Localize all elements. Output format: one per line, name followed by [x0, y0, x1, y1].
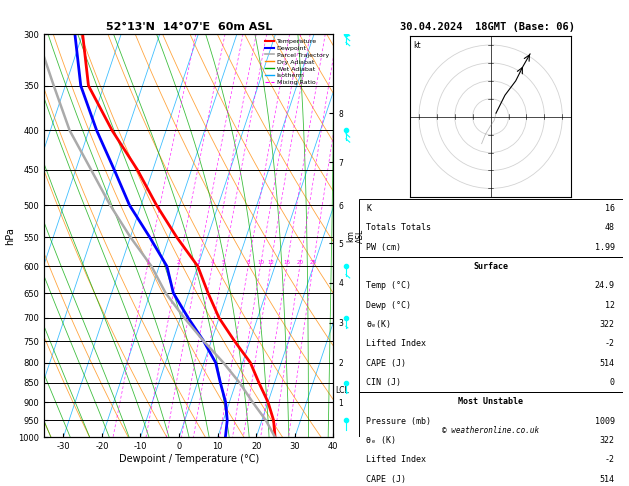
Text: 1009: 1009	[595, 417, 615, 426]
Text: 20: 20	[296, 260, 303, 265]
Text: Temp (°C): Temp (°C)	[367, 281, 411, 290]
Text: Lifted Index: Lifted Index	[367, 455, 426, 465]
Text: 12: 12	[605, 301, 615, 310]
Text: 48: 48	[605, 223, 615, 232]
Text: 12: 12	[267, 260, 274, 265]
Text: -2: -2	[605, 455, 615, 465]
Text: 3: 3	[196, 260, 200, 265]
Text: 0: 0	[610, 378, 615, 387]
Text: 16: 16	[605, 204, 615, 213]
Text: 1.99: 1.99	[595, 243, 615, 251]
Legend: Temperature, Dewpoint, Parcel Trajectory, Dry Adiabat, Wet Adiabat, Isotherm, Mi: Temperature, Dewpoint, Parcel Trajectory…	[264, 37, 330, 87]
Y-axis label: hPa: hPa	[6, 227, 15, 244]
Text: θₑ(K): θₑ(K)	[367, 320, 391, 329]
X-axis label: Dewpoint / Temperature (°C): Dewpoint / Temperature (°C)	[119, 454, 259, 464]
Text: 25: 25	[309, 260, 316, 265]
Bar	[359, 257, 623, 392]
Title: 52°13'N  14°07'E  60m ASL: 52°13'N 14°07'E 60m ASL	[106, 22, 272, 32]
Text: 5: 5	[222, 260, 225, 265]
Text: LCL: LCL	[335, 386, 349, 395]
Text: 322: 322	[600, 436, 615, 445]
Text: © weatheronline.co.uk: © weatheronline.co.uk	[442, 426, 539, 435]
Text: PW (cm): PW (cm)	[367, 243, 401, 251]
Text: 16: 16	[284, 260, 291, 265]
Text: 8: 8	[247, 260, 250, 265]
Text: Dewp (°C): Dewp (°C)	[367, 301, 411, 310]
Text: 30.04.2024  18GMT (Base: 06): 30.04.2024 18GMT (Base: 06)	[400, 22, 575, 32]
Text: Most Unstable: Most Unstable	[458, 398, 523, 406]
Text: 24.9: 24.9	[595, 281, 615, 290]
Text: -2: -2	[605, 339, 615, 348]
Text: 322: 322	[600, 320, 615, 329]
Text: Pressure (mb): Pressure (mb)	[367, 417, 431, 426]
Text: K: K	[367, 204, 372, 213]
Text: Lifted Index: Lifted Index	[367, 339, 426, 348]
Text: CAPE (J): CAPE (J)	[367, 475, 406, 484]
Text: CAPE (J): CAPE (J)	[367, 359, 406, 368]
Bar	[359, 392, 623, 486]
Text: 4: 4	[211, 260, 214, 265]
Text: CIN (J): CIN (J)	[367, 378, 401, 387]
Text: 514: 514	[600, 359, 615, 368]
Y-axis label: km
ASL: km ASL	[346, 228, 365, 243]
Text: θₑ (K): θₑ (K)	[367, 436, 396, 445]
Text: Totals Totals: Totals Totals	[367, 223, 431, 232]
Text: 10: 10	[257, 260, 264, 265]
Text: 1: 1	[146, 260, 149, 265]
Bar	[359, 199, 623, 257]
Text: Surface: Surface	[473, 262, 508, 271]
Text: 514: 514	[600, 475, 615, 484]
Text: 2: 2	[177, 260, 181, 265]
